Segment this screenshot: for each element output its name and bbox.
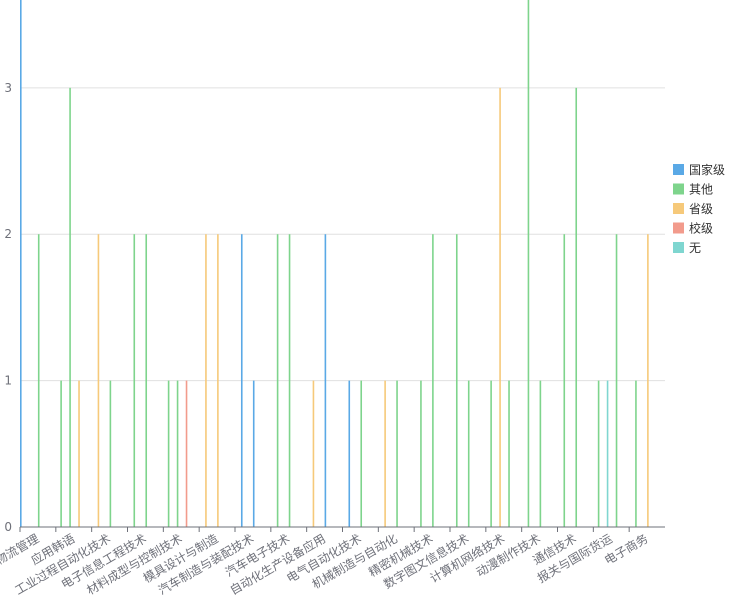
bar-其他[interactable] xyxy=(276,234,279,527)
bar-国家级[interactable] xyxy=(252,380,255,527)
legend-swatch[interactable] xyxy=(673,222,684,234)
bar-校级[interactable] xyxy=(185,380,188,527)
legend-swatch[interactable] xyxy=(673,242,684,253)
bar-省级[interactable] xyxy=(217,234,219,527)
bar-其他[interactable] xyxy=(133,234,136,527)
bar-其他[interactable] xyxy=(420,380,422,527)
legend-swatch[interactable] xyxy=(673,164,684,175)
bars xyxy=(20,0,649,527)
legend-swatch[interactable] xyxy=(673,183,684,195)
bar-其他[interactable] xyxy=(527,0,530,527)
bar-省级[interactable] xyxy=(205,234,207,527)
bar-其他[interactable] xyxy=(60,380,62,527)
y-axis: 0 1 2 3 xyxy=(4,81,12,534)
legend-label[interactable]: 校级 xyxy=(689,221,713,236)
y-tick-label: 0 xyxy=(4,520,12,534)
bar-国家级[interactable] xyxy=(348,380,351,527)
legend-label[interactable]: 国家级 xyxy=(689,162,725,177)
y-tick-label: 2 xyxy=(4,227,12,241)
bar-其他[interactable] xyxy=(432,234,434,527)
bar-其他[interactable] xyxy=(37,234,40,527)
bar-其他[interactable] xyxy=(490,380,492,527)
bar-省级[interactable] xyxy=(499,87,501,527)
bar-其他[interactable] xyxy=(288,234,291,527)
bar-国家级[interactable] xyxy=(324,234,327,527)
gridlines xyxy=(20,87,665,382)
bar-其他[interactable] xyxy=(360,380,363,527)
legend-swatch[interactable] xyxy=(673,203,684,214)
bar-省级[interactable] xyxy=(384,380,386,527)
bar-国家级[interactable] xyxy=(20,0,22,527)
bar-国家级[interactable] xyxy=(240,234,243,527)
bar-其他[interactable] xyxy=(109,380,112,527)
bar-省级[interactable] xyxy=(312,380,315,527)
bar-其他[interactable] xyxy=(508,380,510,527)
bar-其他[interactable] xyxy=(396,380,398,527)
bar-其他[interactable] xyxy=(176,380,179,527)
bar-其他[interactable] xyxy=(145,234,148,527)
bar-无[interactable] xyxy=(606,380,609,527)
bar-其他[interactable] xyxy=(597,380,600,527)
bar-其他[interactable] xyxy=(615,234,618,527)
bar-其他[interactable] xyxy=(539,380,542,527)
bar-省级[interactable] xyxy=(97,234,100,527)
x-axis: 物流管理应用韩语工业过程自动化技术电子信息工程技术材料成型与控制技术模具设计与制… xyxy=(0,526,665,598)
legend-label[interactable]: 无 xyxy=(689,241,701,255)
y-tick-label: 3 xyxy=(4,81,12,95)
legend-label[interactable]: 省级 xyxy=(689,202,713,216)
legend-label[interactable]: 其他 xyxy=(689,183,713,197)
bar-其他[interactable] xyxy=(69,87,71,527)
bar-其他[interactable] xyxy=(563,234,566,527)
bar-其他[interactable] xyxy=(635,380,637,527)
bar-其他[interactable] xyxy=(167,380,170,527)
bar-省级[interactable] xyxy=(647,234,649,527)
bar-其他[interactable] xyxy=(455,234,458,527)
bar-其他[interactable] xyxy=(467,380,470,527)
bar-其他[interactable] xyxy=(575,87,578,527)
y-tick-label: 1 xyxy=(4,374,12,388)
bar-省级[interactable] xyxy=(78,380,80,527)
